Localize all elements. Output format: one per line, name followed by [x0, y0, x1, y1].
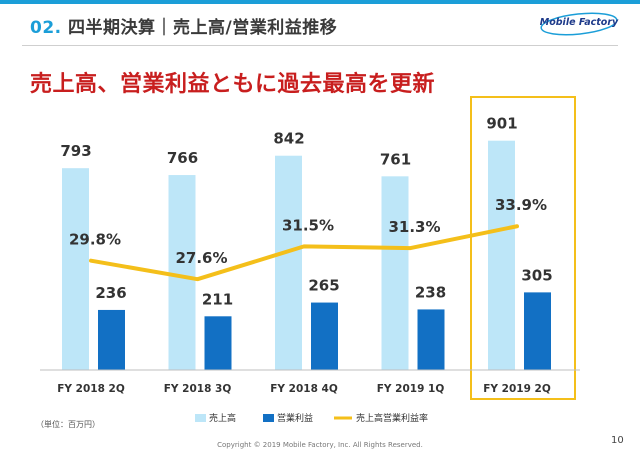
- unit-note: （単位：百万円）: [36, 420, 100, 429]
- margin-value-label: 27.6%: [175, 249, 227, 267]
- revenue-bar: [381, 176, 409, 370]
- margin-value-label: 31.3%: [388, 218, 440, 236]
- revenue-value-label: 761: [380, 150, 411, 168]
- page-title: 02. 四半期決算｜売上高/営業利益推移: [30, 13, 337, 38]
- x-tick-label: FY 2018 3Q: [164, 383, 232, 395]
- header-divider: [22, 45, 618, 46]
- operating-profit-value-label: 265: [308, 277, 339, 295]
- revenue-value-label: 901: [486, 115, 517, 133]
- section-number: 02.: [30, 18, 62, 38]
- operating-profit-value-label: 238: [415, 283, 446, 301]
- highlight-box: [470, 96, 576, 400]
- operating-profit-bar: [311, 302, 338, 370]
- x-tick-label: FY 2019 2Q: [483, 383, 551, 395]
- margin-value-label: 33.9%: [495, 196, 547, 214]
- x-tick-label: FY 2018 4Q: [270, 383, 338, 395]
- revenue-value-label: 793: [60, 142, 91, 160]
- operating-profit-bar: [204, 316, 232, 370]
- operating-profit-bar: [524, 292, 551, 370]
- revenue-bar: [488, 140, 515, 370]
- margin-value-label: 31.5%: [282, 216, 334, 234]
- legend-swatch: [195, 414, 206, 422]
- headline: 売上高、営業利益ともに過去最高を更新: [30, 72, 436, 97]
- logo-swoosh-icon: [540, 12, 618, 36]
- x-tick-label: FY 2018 2Q: [57, 383, 125, 395]
- revenue-value-label: 842: [273, 130, 304, 148]
- margin-line: [89, 224, 519, 282]
- operating-profit-bar: [98, 309, 125, 370]
- header: 02. 四半期決算｜売上高/営業利益推移 Mobile Factory: [0, 0, 640, 44]
- legend-label: 売上高営業利益率: [356, 412, 428, 424]
- operating-profit-bar: [417, 309, 445, 370]
- mobile-factory-logo: Mobile Factory: [538, 10, 620, 38]
- revenue-bar: [168, 175, 196, 370]
- operating-profit-value-label: 236: [95, 284, 126, 302]
- legend-label: 売上高: [209, 412, 236, 424]
- margin-value-label: 29.8%: [69, 231, 121, 249]
- logo-text: Mobile Factory: [539, 17, 619, 28]
- header-accent-bar: [0, 0, 640, 4]
- operating-profit-value-label: 211: [202, 290, 233, 308]
- page-number: 10: [611, 435, 624, 446]
- operating-profit-value-label: 305: [521, 266, 552, 284]
- section-title: 四半期決算｜売上高/営業利益推移: [68, 18, 338, 38]
- legend-swatch: [263, 414, 274, 422]
- revenue-value-label: 766: [167, 149, 198, 167]
- revenue-bar: [275, 155, 302, 370]
- revenue-bar: [62, 168, 89, 370]
- x-tick-label: FY 2019 1Q: [377, 383, 445, 395]
- copyright-footer: Copyright © 2019 Mobile Factory, Inc. Al…: [217, 441, 423, 449]
- legend-label: 営業利益: [277, 412, 313, 424]
